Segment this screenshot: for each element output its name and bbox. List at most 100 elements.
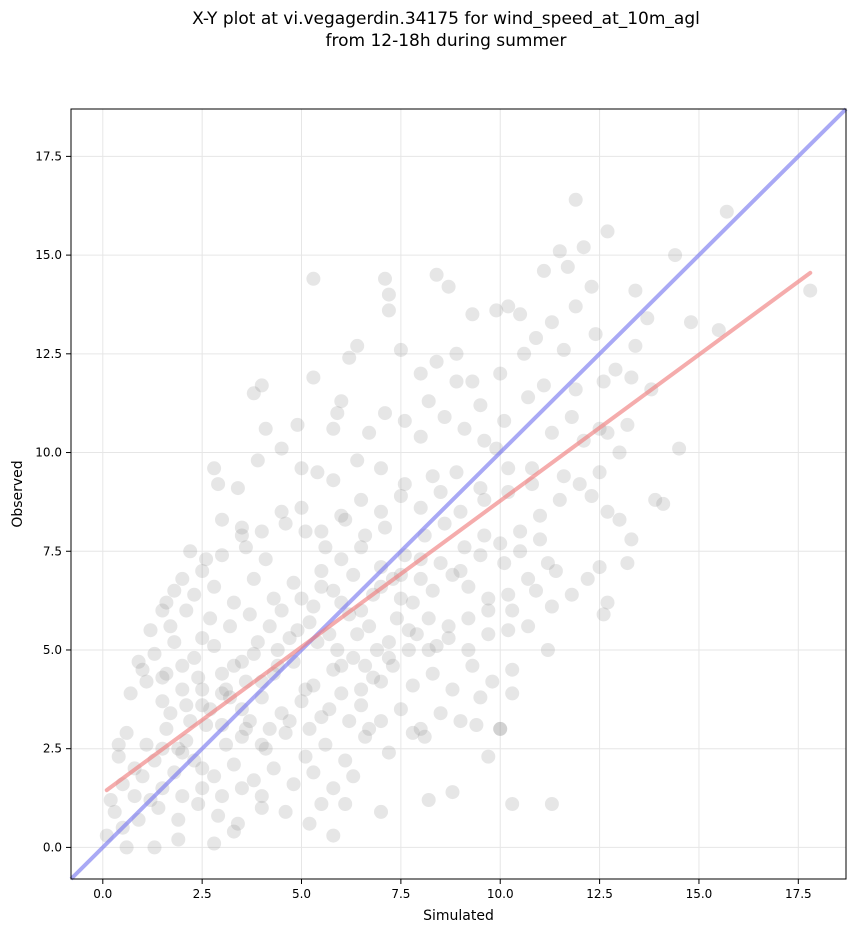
scatter-point xyxy=(421,643,436,657)
scatter-point xyxy=(294,500,309,515)
scatter-point xyxy=(513,307,528,322)
scatter-point xyxy=(413,429,428,444)
scatter-point xyxy=(274,603,289,618)
scatter-point xyxy=(155,694,170,709)
scatter-point xyxy=(560,259,575,274)
scatter-point xyxy=(481,627,496,642)
scatter-point xyxy=(374,714,388,729)
scatter-point xyxy=(330,406,345,421)
scatter-point xyxy=(429,267,444,282)
scatter-point xyxy=(318,737,333,752)
scatter-point xyxy=(262,619,277,634)
scatter-point xyxy=(350,627,365,642)
x-tick-label: 7.5 xyxy=(391,887,410,901)
scatter-point xyxy=(521,390,536,405)
scatter-point xyxy=(374,560,388,575)
scatter-point xyxy=(226,658,241,673)
scatter-point xyxy=(318,540,333,555)
scatter-point xyxy=(246,386,261,401)
scatter-point xyxy=(501,299,516,314)
scatter-point xyxy=(167,765,182,780)
scatter-point xyxy=(314,710,329,725)
scatter-point xyxy=(513,544,528,559)
scatter-point xyxy=(521,619,536,634)
scatter-point xyxy=(684,315,698,330)
scatter-point xyxy=(624,532,639,547)
scatter-point xyxy=(358,729,373,744)
scatter-point xyxy=(155,670,170,685)
scatter-point xyxy=(298,524,313,539)
scatter-point xyxy=(497,413,512,428)
scatter-point xyxy=(111,737,126,752)
scatter-point xyxy=(219,737,233,752)
scatter-point xyxy=(536,263,551,278)
scatter-point xyxy=(449,374,464,389)
y-tick-label: 10.0 xyxy=(35,446,62,460)
scatter-point xyxy=(417,729,432,744)
scatter-point xyxy=(552,244,567,259)
scatter-point xyxy=(374,804,388,819)
scatter-point xyxy=(350,338,365,353)
scatter-point xyxy=(445,682,460,697)
scatter-point xyxy=(119,840,134,855)
scatter-point xyxy=(397,413,412,428)
scatter-point xyxy=(378,406,392,421)
x-tick-label: 12.5 xyxy=(586,887,613,901)
scatter-point xyxy=(346,650,361,665)
scatter-point xyxy=(497,556,512,571)
scatter-point xyxy=(278,804,293,819)
scatter-point xyxy=(473,398,488,413)
scatter-point xyxy=(151,800,166,815)
scatter-point xyxy=(195,698,210,713)
scatter-point xyxy=(405,595,420,610)
scatter-point xyxy=(445,567,460,582)
scatter-point xyxy=(544,599,559,614)
scatter-point xyxy=(437,410,452,424)
scatter-point xyxy=(533,508,547,523)
scatter-point xyxy=(453,564,468,578)
scatter-point xyxy=(477,492,492,507)
scatter-point xyxy=(576,240,591,255)
scatter-point xyxy=(306,765,321,780)
scatter-point xyxy=(215,686,229,701)
scatter-point xyxy=(425,583,440,598)
plot-frame xyxy=(70,108,847,880)
scatter-point xyxy=(254,737,269,752)
scatter-point xyxy=(342,714,357,729)
scatter-point xyxy=(147,840,162,855)
scatter-point xyxy=(536,378,551,393)
scatter-point xyxy=(306,271,321,286)
scatter-point xyxy=(584,489,599,503)
scatter-point xyxy=(393,342,408,357)
scatter-point xyxy=(425,666,440,681)
x-axis-ticks: 0.0 2.5 5.0 7.5 10.0 12.5 15.0 17.5 xyxy=(93,879,812,901)
x-tick-label: 15.0 xyxy=(686,887,713,901)
scatter-point xyxy=(346,567,361,582)
scatter-point xyxy=(326,421,341,436)
scatter-point xyxy=(481,749,496,764)
scatter-point xyxy=(358,528,373,543)
scatter-point xyxy=(191,797,206,811)
scatter-point xyxy=(282,714,297,729)
scatter-point xyxy=(378,271,392,286)
scatter-point xyxy=(572,477,587,492)
scatter-point xyxy=(211,477,226,492)
chart-title-line-2: from 12-18h during summer xyxy=(325,31,567,51)
scatter-point xyxy=(175,571,190,586)
scatter-point xyxy=(465,307,480,322)
scatter-point xyxy=(540,556,555,571)
scatter-point xyxy=(465,374,480,389)
scatter-point xyxy=(246,773,261,788)
scatter-point xyxy=(314,579,329,594)
scatter-point xyxy=(612,445,627,460)
scatter-point xyxy=(501,461,516,476)
scatter-point xyxy=(246,646,261,661)
scatter-point xyxy=(258,741,273,756)
scatter-point xyxy=(413,500,428,515)
scatter-point xyxy=(199,552,214,567)
scatter-point xyxy=(274,441,289,456)
scatter-point xyxy=(544,425,559,440)
scatter-point xyxy=(354,682,369,697)
scatter-point xyxy=(711,323,726,338)
scatter-points xyxy=(99,192,818,855)
